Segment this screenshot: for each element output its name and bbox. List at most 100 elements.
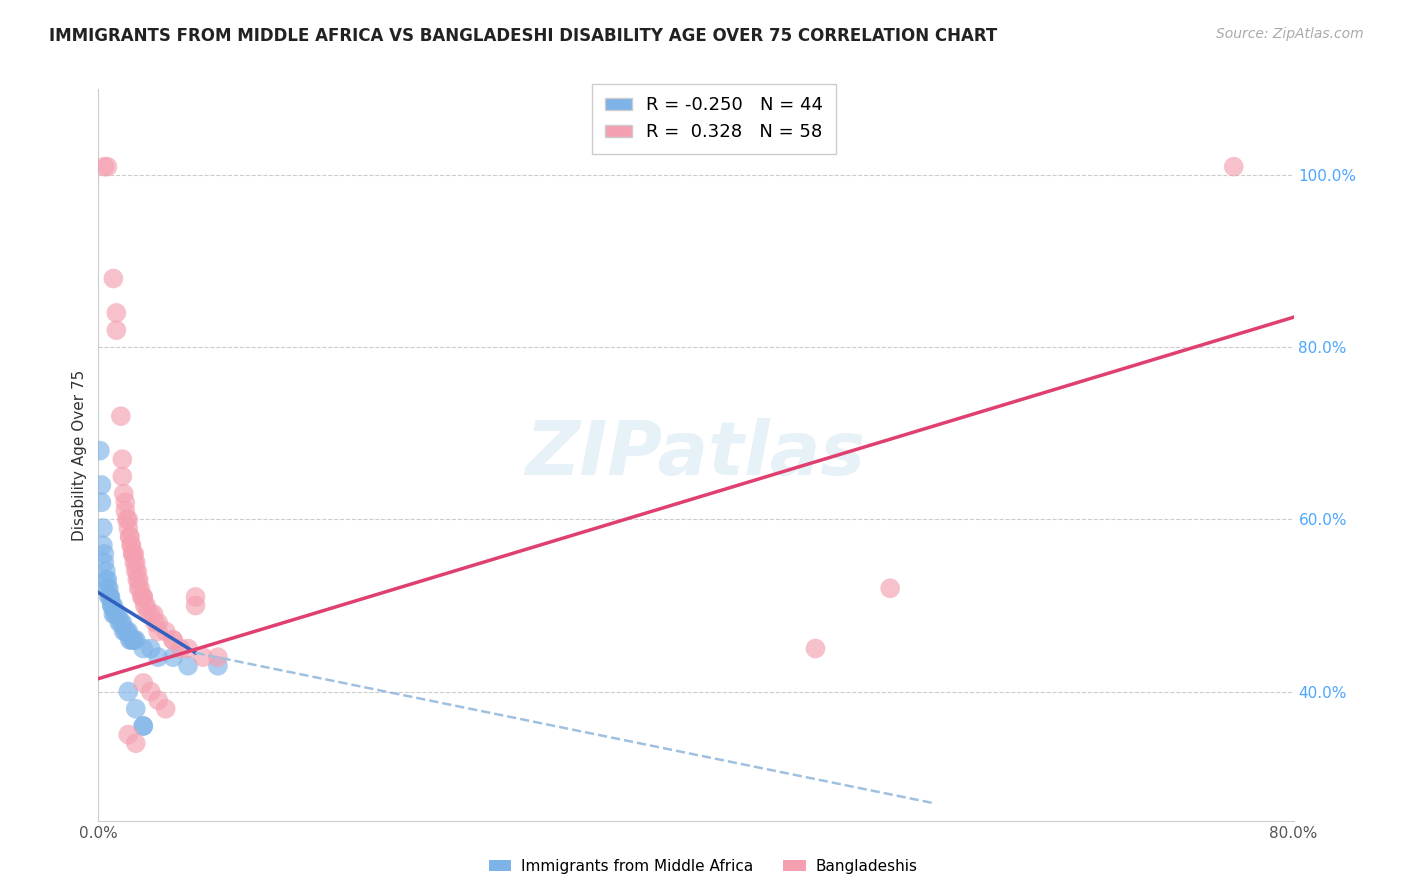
Point <box>93 160 115 174</box>
Point <box>125 736 148 750</box>
Point <box>804 641 827 656</box>
Text: Source: ZipAtlas.com: Source: ZipAtlas.com <box>1216 27 1364 41</box>
Point <box>110 409 132 424</box>
Point <box>136 607 159 621</box>
Point <box>103 599 125 613</box>
Point <box>132 641 155 656</box>
Point <box>115 512 138 526</box>
Point <box>162 650 184 665</box>
Point <box>128 573 150 587</box>
Y-axis label: Disability Age Over 75: Disability Age Over 75 <box>72 369 87 541</box>
Point <box>127 564 149 578</box>
Point <box>177 658 200 673</box>
Point <box>118 632 141 647</box>
Point <box>98 590 122 604</box>
Point <box>105 323 128 337</box>
Point <box>139 641 162 656</box>
Point <box>121 632 143 647</box>
Point <box>1223 160 1246 174</box>
Point <box>132 719 155 733</box>
Point <box>117 521 139 535</box>
Point <box>129 582 152 596</box>
Point <box>91 538 114 552</box>
Point <box>125 556 148 570</box>
Point <box>111 452 134 467</box>
Point <box>111 469 134 483</box>
Point <box>184 599 207 613</box>
Point <box>879 582 901 596</box>
Point <box>148 624 170 639</box>
Point <box>139 684 162 698</box>
Point <box>207 650 229 665</box>
Point <box>121 547 143 561</box>
Point <box>191 650 214 665</box>
Point <box>155 624 177 639</box>
Point <box>114 504 136 518</box>
Point <box>118 530 141 544</box>
Point <box>97 582 120 596</box>
Point <box>120 632 142 647</box>
Point <box>94 573 117 587</box>
Legend: Immigrants from Middle Africa, Bangladeshis: Immigrants from Middle Africa, Banglades… <box>482 853 924 880</box>
Point <box>118 530 141 544</box>
Point <box>132 590 155 604</box>
Point <box>135 599 157 613</box>
Point <box>114 495 136 509</box>
Point <box>96 160 118 174</box>
Point <box>103 607 125 621</box>
Point <box>117 624 139 639</box>
Point <box>98 590 122 604</box>
Point <box>124 632 146 647</box>
Point <box>117 512 139 526</box>
Point <box>96 573 118 587</box>
Text: ZIPatlas: ZIPatlas <box>526 418 866 491</box>
Point <box>155 702 177 716</box>
Point <box>132 590 155 604</box>
Point <box>177 641 200 656</box>
Point <box>111 615 134 630</box>
Point <box>120 538 142 552</box>
Point <box>148 650 170 665</box>
Point <box>124 556 146 570</box>
Point <box>97 590 120 604</box>
Point <box>96 582 118 596</box>
Point <box>148 693 170 707</box>
Point <box>91 521 114 535</box>
Point <box>112 624 135 639</box>
Point <box>110 615 132 630</box>
Legend: R = -0.250   N = 44, R =  0.328   N = 58: R = -0.250 N = 44, R = 0.328 N = 58 <box>592 84 835 154</box>
Point <box>108 615 131 630</box>
Point <box>132 719 155 733</box>
Point <box>104 607 127 621</box>
Point <box>115 624 138 639</box>
Point <box>93 556 115 570</box>
Point <box>139 607 162 621</box>
Point <box>148 615 170 630</box>
Point <box>143 615 166 630</box>
Point <box>142 607 165 621</box>
Point <box>90 495 112 509</box>
Point <box>94 564 117 578</box>
Point <box>105 607 128 621</box>
Point <box>125 632 148 647</box>
Point <box>128 582 150 596</box>
Point <box>120 538 142 552</box>
Point <box>125 702 148 716</box>
Point <box>127 573 149 587</box>
Point <box>162 632 184 647</box>
Point <box>117 728 139 742</box>
Text: IMMIGRANTS FROM MIDDLE AFRICA VS BANGLADESHI DISABILITY AGE OVER 75 CORRELATION : IMMIGRANTS FROM MIDDLE AFRICA VS BANGLAD… <box>49 27 997 45</box>
Point <box>117 684 139 698</box>
Point <box>112 486 135 500</box>
Point <box>162 632 184 647</box>
Point <box>132 676 155 690</box>
Point <box>101 599 124 613</box>
Point <box>107 607 129 621</box>
Point <box>101 599 124 613</box>
Point <box>103 271 125 285</box>
Point <box>125 564 148 578</box>
Point <box>121 547 143 561</box>
Point <box>207 658 229 673</box>
Point <box>169 641 191 656</box>
Point <box>90 478 112 492</box>
